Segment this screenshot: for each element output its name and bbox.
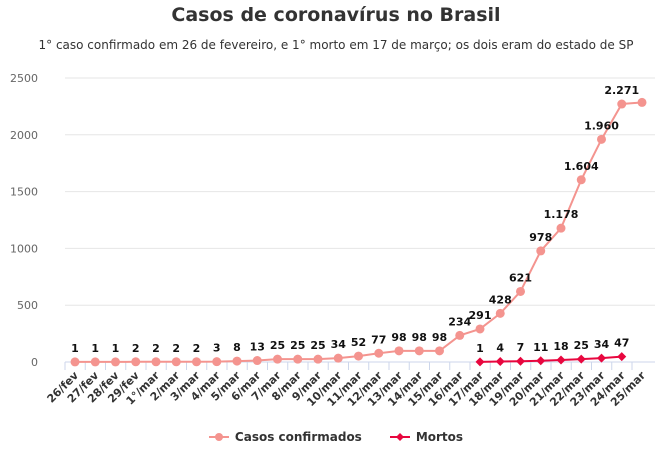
data-point — [313, 354, 323, 364]
data-point — [232, 356, 242, 366]
chart-subtitle: 1° caso confirmado em 26 de fevereiro, e… — [38, 38, 634, 52]
data-point — [597, 353, 606, 363]
data-label: 4 — [496, 342, 504, 355]
data-point — [354, 351, 363, 361]
data-point — [597, 134, 606, 144]
data-point — [293, 354, 303, 364]
data-point — [516, 286, 525, 296]
data-label: 77 — [371, 333, 386, 346]
data-point — [576, 354, 586, 364]
data-point — [556, 223, 566, 233]
data-label: 25 — [310, 339, 325, 352]
data-point — [131, 357, 141, 367]
legend-marker-diamond-icon — [389, 433, 410, 441]
data-point — [556, 355, 566, 365]
data-label: 1.960 — [584, 119, 619, 132]
data-label: 34 — [331, 338, 347, 351]
legend-item-mortos[interactable]: Mortos — [389, 430, 464, 444]
data-point — [171, 357, 181, 367]
data-point — [90, 357, 100, 367]
data-point — [394, 346, 404, 356]
data-label: 47 — [614, 337, 629, 350]
data-label: 18 — [553, 340, 568, 353]
data-point — [192, 357, 201, 367]
data-point — [617, 99, 627, 109]
data-label: 621 — [509, 271, 532, 284]
data-label: 234 — [448, 315, 471, 328]
data-point — [536, 246, 546, 256]
data-label: 1 — [112, 342, 120, 355]
series-line — [75, 101, 643, 363]
data-point — [414, 346, 424, 356]
data-label: 1 — [476, 342, 484, 355]
data-point — [455, 330, 465, 340]
data-point — [475, 357, 485, 367]
chart-title: Casos de coronavírus no Brasil — [171, 4, 501, 26]
data-label: 978 — [529, 231, 552, 244]
data-label: 11 — [533, 341, 548, 354]
y-tick-label: 1000 — [10, 242, 38, 255]
data-label: 2 — [152, 342, 160, 355]
data-label: 2 — [172, 342, 180, 355]
data-label: 34 — [594, 338, 610, 351]
data-point — [495, 308, 505, 318]
data-label: 1.178 — [544, 208, 579, 221]
data-label: 1 — [71, 342, 79, 355]
data-label: 98 — [412, 331, 427, 344]
data-point — [475, 324, 485, 334]
data-point — [516, 356, 525, 366]
y-tick-label: 2000 — [10, 129, 38, 142]
data-point — [151, 357, 161, 367]
data-label: 7 — [517, 341, 525, 354]
data-point — [374, 348, 384, 358]
data-label: 98 — [432, 331, 447, 344]
legend-marker-circle-icon — [208, 433, 229, 441]
data-point — [435, 346, 444, 356]
data-label: 25 — [574, 339, 589, 352]
y-tick-label: 1500 — [10, 186, 38, 199]
legend: Casos confirmados Mortos — [0, 430, 672, 444]
y-tick-label: 500 — [17, 299, 38, 312]
y-tick-label: 0 — [31, 356, 38, 369]
data-label: 3 — [213, 342, 221, 355]
data-point — [273, 354, 282, 364]
legend-label: Casos confirmados — [234, 430, 362, 444]
data-point — [70, 357, 80, 367]
data-point — [212, 357, 222, 367]
data-point — [617, 352, 627, 362]
data-point — [637, 97, 647, 107]
data-point — [252, 356, 262, 366]
data-point — [333, 353, 343, 363]
legend-item-casos[interactable]: Casos confirmados — [208, 430, 362, 444]
data-label: 2 — [193, 342, 201, 355]
data-label: 428 — [489, 293, 512, 306]
data-label: 25 — [270, 339, 285, 352]
data-point — [536, 356, 546, 366]
data-label: 8 — [233, 341, 241, 354]
data-label: 98 — [391, 331, 406, 344]
data-point — [576, 175, 586, 185]
y-tick-label: 2500 — [10, 72, 38, 85]
data-label: 13 — [250, 341, 265, 354]
data-point — [111, 357, 120, 367]
data-label: 25 — [290, 339, 305, 352]
data-label: 291 — [469, 309, 492, 322]
legend-label: Mortos — [415, 430, 464, 444]
data-label: 2.271 — [604, 84, 639, 97]
data-label: 1.604 — [564, 160, 599, 173]
data-label: 2 — [132, 342, 140, 355]
data-label: 52 — [351, 336, 366, 349]
data-point — [495, 357, 505, 367]
data-label: 1 — [91, 342, 99, 355]
